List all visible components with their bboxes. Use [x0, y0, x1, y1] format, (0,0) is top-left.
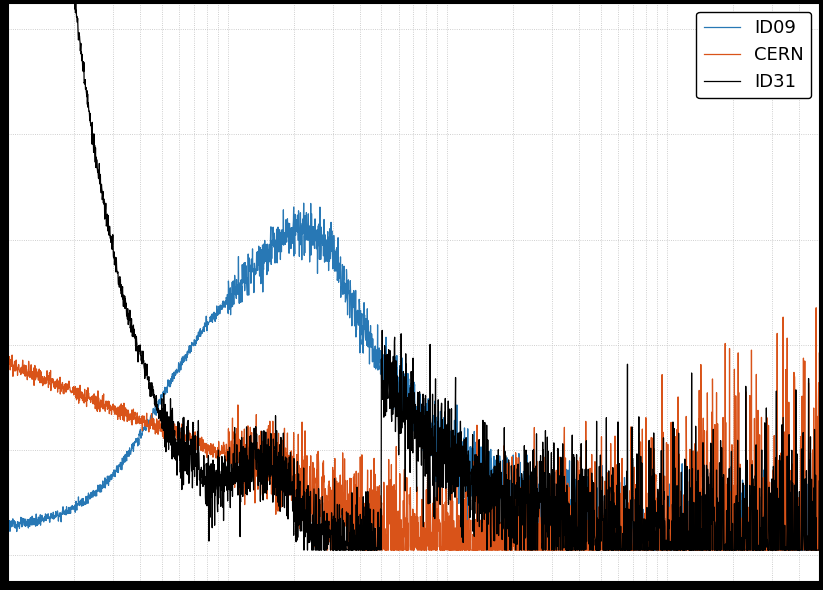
CERN [3, 363, 13, 370]
ID09 [96, 481, 106, 489]
Line: CERN: CERN [8, 308, 821, 550]
CERN [816, 523, 823, 530]
ID31 [713, 546, 723, 553]
ID09 [299, 199, 309, 206]
ID09 [315, 204, 325, 211]
CERN [800, 473, 810, 480]
ID31 [816, 546, 823, 553]
ID31 [299, 546, 309, 553]
ID09 [532, 546, 542, 553]
CERN [323, 546, 332, 553]
ID09 [800, 546, 810, 553]
Line: ID31: ID31 [8, 0, 821, 550]
ID31 [800, 546, 810, 553]
ID31 [315, 522, 325, 529]
CERN [96, 401, 106, 408]
ID09 [3, 525, 13, 532]
ID31 [145, 379, 155, 386]
CERN [811, 304, 821, 312]
Line: ID09: ID09 [8, 203, 821, 550]
CERN [144, 424, 154, 431]
ID09 [144, 422, 154, 430]
CERN [314, 503, 324, 510]
ID09 [351, 311, 360, 318]
CERN [712, 546, 722, 553]
Legend: ID09, CERN, ID31: ID09, CERN, ID31 [696, 12, 811, 99]
CERN [351, 532, 360, 539]
ID09 [713, 523, 723, 530]
ID09 [816, 546, 823, 553]
ID31 [351, 540, 360, 547]
ID31 [96, 189, 106, 196]
